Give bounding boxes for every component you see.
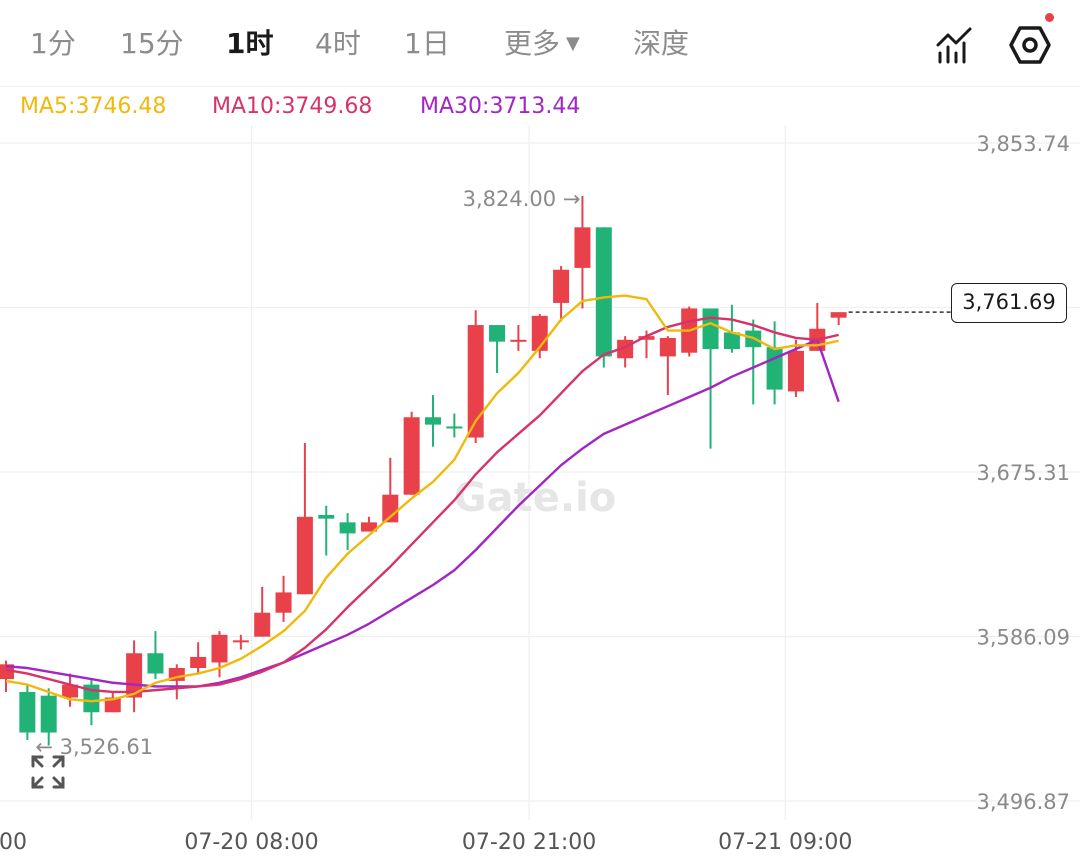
high-marker-label: 3,824.00 → [463, 187, 581, 211]
tab-depth[interactable]: 深度 [633, 27, 690, 60]
y-tick-label: 3,586.09 [976, 625, 1070, 649]
candle-body [723, 332, 740, 350]
candle-body [254, 612, 271, 637]
candle-body [0, 664, 14, 680]
candle-body [318, 514, 335, 519]
candle-body [595, 227, 612, 357]
candle-body [425, 417, 441, 425]
tab-1h[interactable]: 1时 [226, 27, 274, 60]
candle-body [659, 337, 676, 357]
ma10-label: MA10:3749.68 [212, 94, 373, 119]
x-tick-label: 20:00 [0, 830, 27, 855]
ma5-line [5, 294, 839, 703]
tab-4h[interactable]: 4时 [315, 27, 361, 60]
candle-body [574, 227, 591, 268]
candle-body [232, 640, 249, 643]
candle-body [510, 339, 527, 342]
caret-down-icon: ▼ [566, 33, 580, 54]
candle-body [147, 653, 164, 674]
candle-body [360, 522, 377, 532]
candle-body [766, 347, 783, 390]
x-tick-label: 07-21 09:00 [718, 830, 852, 855]
candle-body [489, 325, 506, 342]
tab-more-label: 更多 [504, 27, 561, 60]
y-tick-label: 3,853.74 [976, 132, 1070, 156]
candle-body [702, 308, 719, 350]
candlestick-chart[interactable]: Gate.io 3,853.74 3,675.31 3,586.09 3,496.87 2… [0, 125, 1080, 868]
watermark-text: Gate.io [454, 475, 616, 521]
candle-body [104, 697, 121, 713]
ma30-line [5, 338, 840, 688]
candle-body [446, 426, 463, 429]
x-tick-label: 07-20 21:00 [462, 830, 596, 855]
x-tick-label: 07-20 08:00 [184, 830, 318, 855]
indicator-icon[interactable] [934, 25, 974, 65]
candle-body [403, 417, 420, 495]
tab-15m[interactable]: 15分 [120, 27, 184, 60]
current-price-tag: 3,761.69 [951, 283, 1067, 323]
y-tick-label: 3,675.31 [976, 461, 1070, 485]
candle-body [40, 695, 57, 733]
tab-more[interactable]: 更多 ▼ [504, 24, 580, 64]
low-marker-label: ← 3,526.61 [35, 735, 153, 759]
candle-body [467, 325, 484, 438]
candle-body [339, 522, 356, 534]
settings-hexagon-icon[interactable] [1009, 24, 1051, 66]
ma5-label: MA5:3746.48 [20, 94, 167, 119]
candle-body [382, 494, 399, 523]
candle-body [787, 350, 804, 392]
candle-body [275, 592, 292, 613]
candle-body [296, 516, 313, 595]
candle-body [126, 653, 143, 698]
tab-1m[interactable]: 1分 [30, 27, 76, 60]
header-divider [0, 86, 1080, 87]
candle-body [190, 656, 207, 669]
timeframe-tabs: 1分 15分 1时 4时 1日 更多 ▼ 深度 [0, 0, 1080, 90]
candle-body [553, 269, 570, 303]
candle-body [638, 336, 655, 340]
ma10-line [5, 316, 839, 694]
candle-body [62, 684, 79, 698]
fullscreen-expand-icon[interactable] [30, 754, 66, 790]
y-tick-label: 3,496.87 [976, 790, 1070, 814]
candle-body [830, 312, 847, 318]
candle-body [19, 691, 36, 733]
notification-dot [1045, 13, 1054, 22]
candle-body [211, 634, 228, 663]
ma30-label: MA30:3713.44 [420, 94, 581, 119]
tab-1d[interactable]: 1日 [404, 27, 450, 60]
